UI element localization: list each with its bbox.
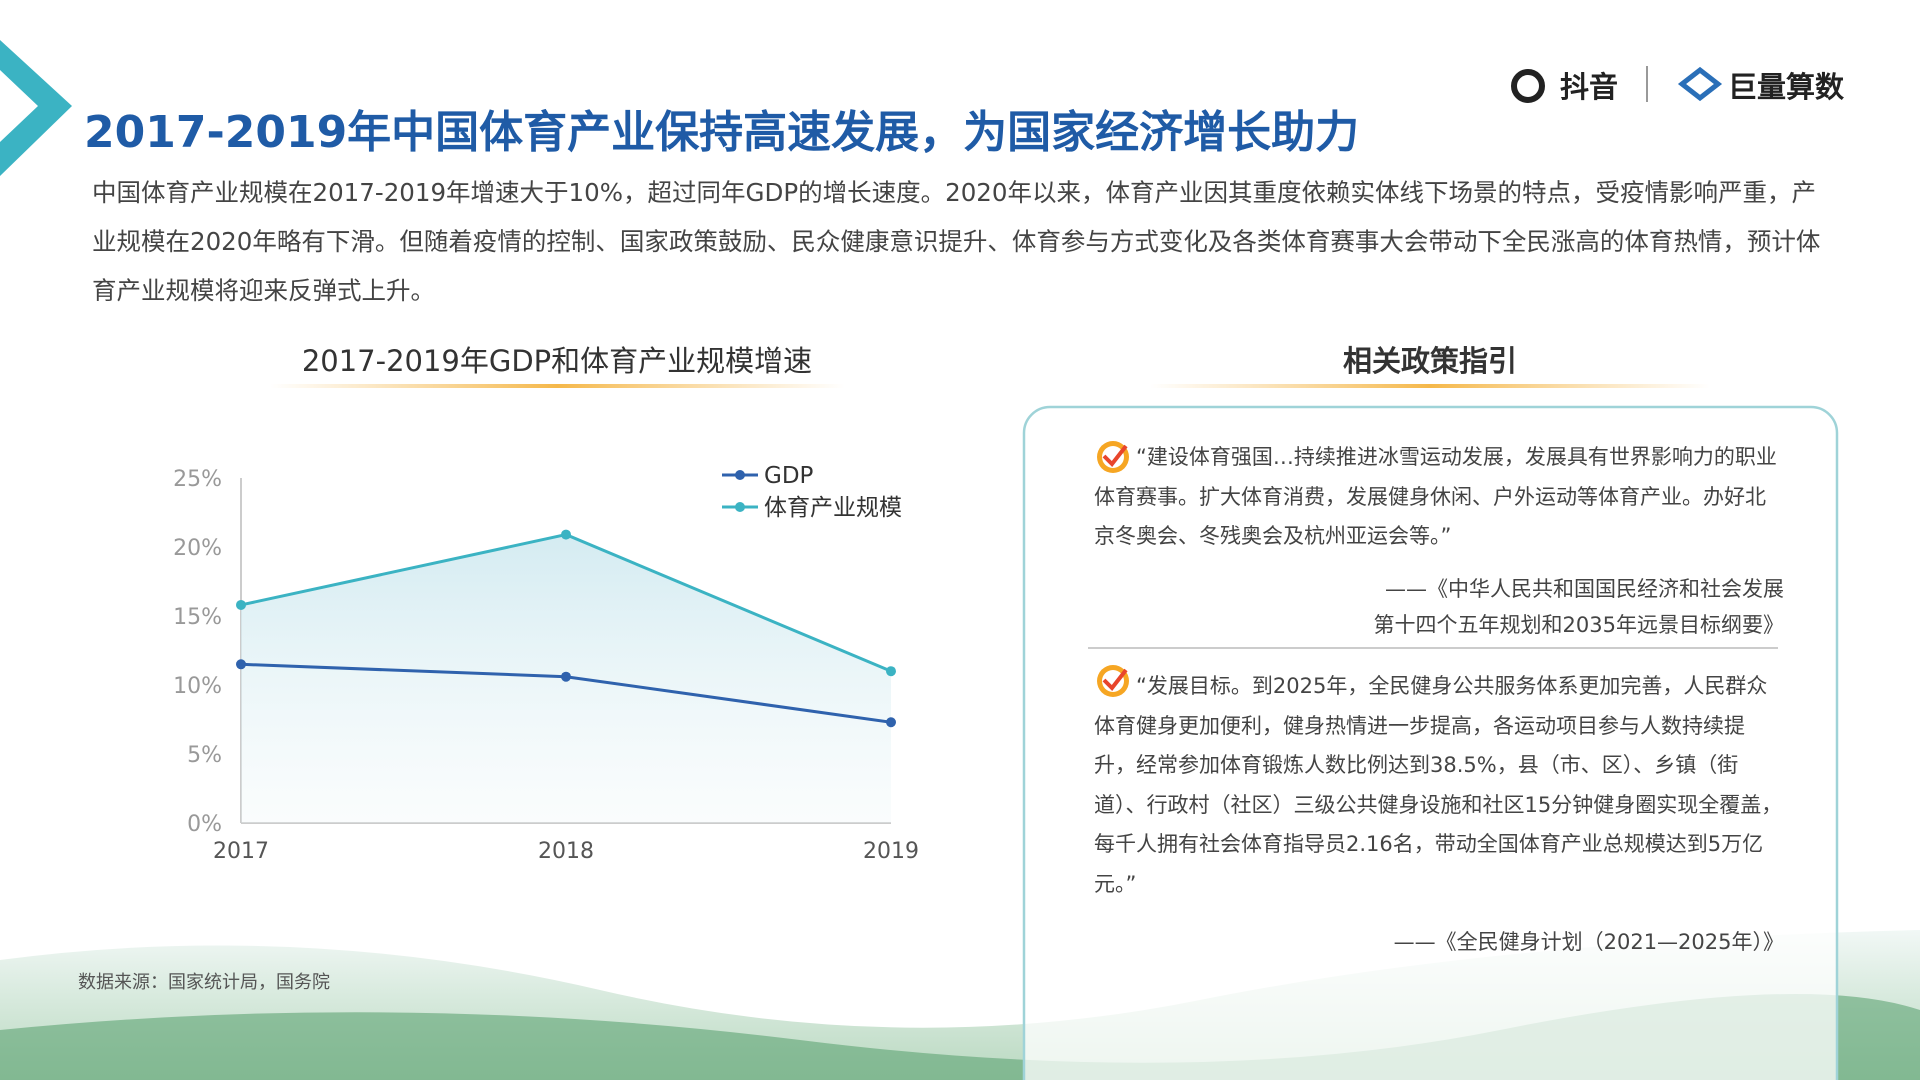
y-tick-label: 10% bbox=[173, 674, 222, 699]
legend-swatch bbox=[735, 470, 745, 480]
underline bbox=[1150, 384, 1710, 388]
legend-label: GDP bbox=[764, 463, 814, 489]
source-line: 第十四个五年规划和2035年远景目标纲要》 bbox=[1373, 612, 1784, 637]
y-tick-label: 5% bbox=[187, 743, 222, 768]
y-tick-label: 25% bbox=[173, 467, 222, 492]
data-point bbox=[561, 671, 571, 682]
policy-quote: “发展目标。到2025年，全民健身公共服务体系更加完善，人民群众体育健身更加便利… bbox=[1094, 674, 1783, 896]
intro-paragraph: 中国体育产业规模在2017-2019年增速大于10%，超过同年GDP的增长速度。… bbox=[92, 178, 1821, 305]
logo-mark bbox=[1511, 66, 1723, 103]
legend-swatch bbox=[735, 502, 745, 512]
data-point bbox=[886, 666, 896, 677]
data-point bbox=[561, 529, 571, 540]
x-tick-label: 2017 bbox=[213, 839, 269, 864]
chart-title: 2017-2019年GDP和体育产业规模增速 bbox=[301, 344, 813, 378]
policy-item: “发展目标。到2025年，全民健身公共服务体系更加完善，人民群众体育健身更加便利… bbox=[1094, 667, 1784, 960]
check-icon bbox=[1097, 665, 1129, 697]
data-point bbox=[236, 599, 246, 610]
policy-quote: “建设体育强国…持续推进冰雪运动发展，发展具有世界影响力的职业体育赛事。扩大体育… bbox=[1094, 445, 1777, 548]
policy-box bbox=[1022, 405, 1839, 1080]
y-tick-label: 15% bbox=[173, 605, 222, 630]
x-tick-label: 2018 bbox=[538, 839, 594, 864]
data-point bbox=[236, 659, 246, 670]
legend-label: 体育产业规模 bbox=[764, 495, 902, 521]
y-tick-label: 20% bbox=[173, 536, 222, 561]
policy-source: ——《全民健身计划（2021—2025年）》 bbox=[1094, 924, 1784, 960]
data-point bbox=[886, 717, 896, 728]
source-line: ——《中华人民共和国国民经济和社会发展 bbox=[1385, 576, 1784, 601]
policy-source: ——《中华人民共和国国民经济和社会发展第十四个五年规划和2035年远景目标纲要》 bbox=[1094, 571, 1784, 643]
x-tick-label: 2019 bbox=[863, 839, 919, 864]
policy-title: 相关政策指引 bbox=[1342, 344, 1518, 378]
chevron bbox=[0, 40, 72, 176]
chart: 0% 5% 10% 15% 20% 25% 2017 2018 2019 GDP 体育产业规模 bbox=[173, 463, 919, 864]
logo-text: 巨量算数 bbox=[1728, 70, 1845, 104]
check-icon bbox=[1097, 441, 1129, 473]
underline bbox=[270, 384, 845, 388]
slide-title: 2017-2019年中国体育产业保持高速发展，为国家经济增长助力 bbox=[84, 107, 1360, 158]
y-tick-label: 0% bbox=[187, 812, 222, 837]
source-line: ——《全民健身计划（2021—2025年）》 bbox=[1393, 930, 1784, 954]
data-source: 数据来源：国家统计局，国务院 bbox=[78, 972, 330, 993]
policy-item: “建设体育强国…持续推进冰雪运动发展，发展具有世界影响力的职业体育赛事。扩大体育… bbox=[1094, 438, 1784, 643]
logo-text: 抖音 bbox=[1560, 70, 1619, 104]
